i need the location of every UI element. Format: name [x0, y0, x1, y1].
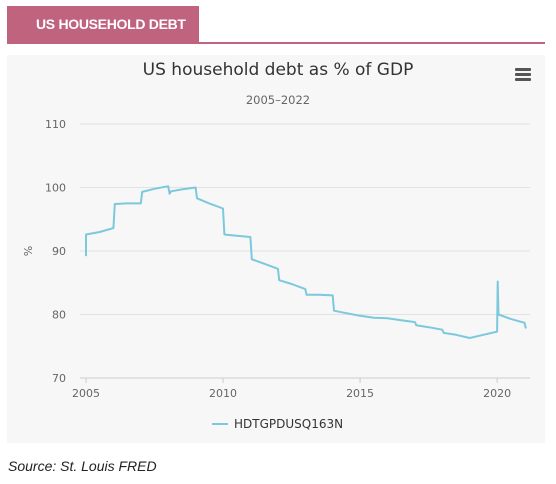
axes: 70 80 90 100 110 2005 2010 2015 2020: [45, 118, 511, 400]
header-divider: [7, 42, 545, 44]
x-tick-label: 2020: [483, 387, 511, 400]
chart-subtitle: 2005–2022: [245, 93, 311, 107]
y-axis-label: %: [22, 246, 35, 256]
y-tick-label: 70: [52, 372, 66, 385]
chart-title: US household debt as % of GDP: [142, 60, 414, 80]
legend-swatch: [212, 423, 228, 425]
x-tick-label: 2005: [72, 387, 100, 400]
series-line-HDTGPDUSQ163N[interactable]: [85, 185, 527, 339]
source-note: Source: St. Louis FRED: [8, 458, 157, 474]
y-tick-label: 110: [45, 118, 66, 131]
section-header-label: US HOUSEHOLD DEBT: [36, 16, 186, 32]
y-tick-label: 80: [52, 309, 66, 322]
legend-item[interactable]: HDTGPDUSQ163N: [212, 417, 343, 431]
legend-label: HDTGPDUSQ163N: [234, 417, 344, 431]
y-tick-label: 100: [45, 182, 66, 195]
hamburger-menu-icon[interactable]: [509, 62, 537, 86]
grid-lines: [80, 123, 530, 379]
x-tick-label: 2010: [209, 387, 237, 400]
section-header-tab: US HOUSEHOLD DEBT: [7, 6, 199, 42]
x-tick-label: 2015: [346, 387, 374, 400]
series-layer: [85, 185, 527, 339]
y-tick-label: 90: [52, 245, 66, 258]
